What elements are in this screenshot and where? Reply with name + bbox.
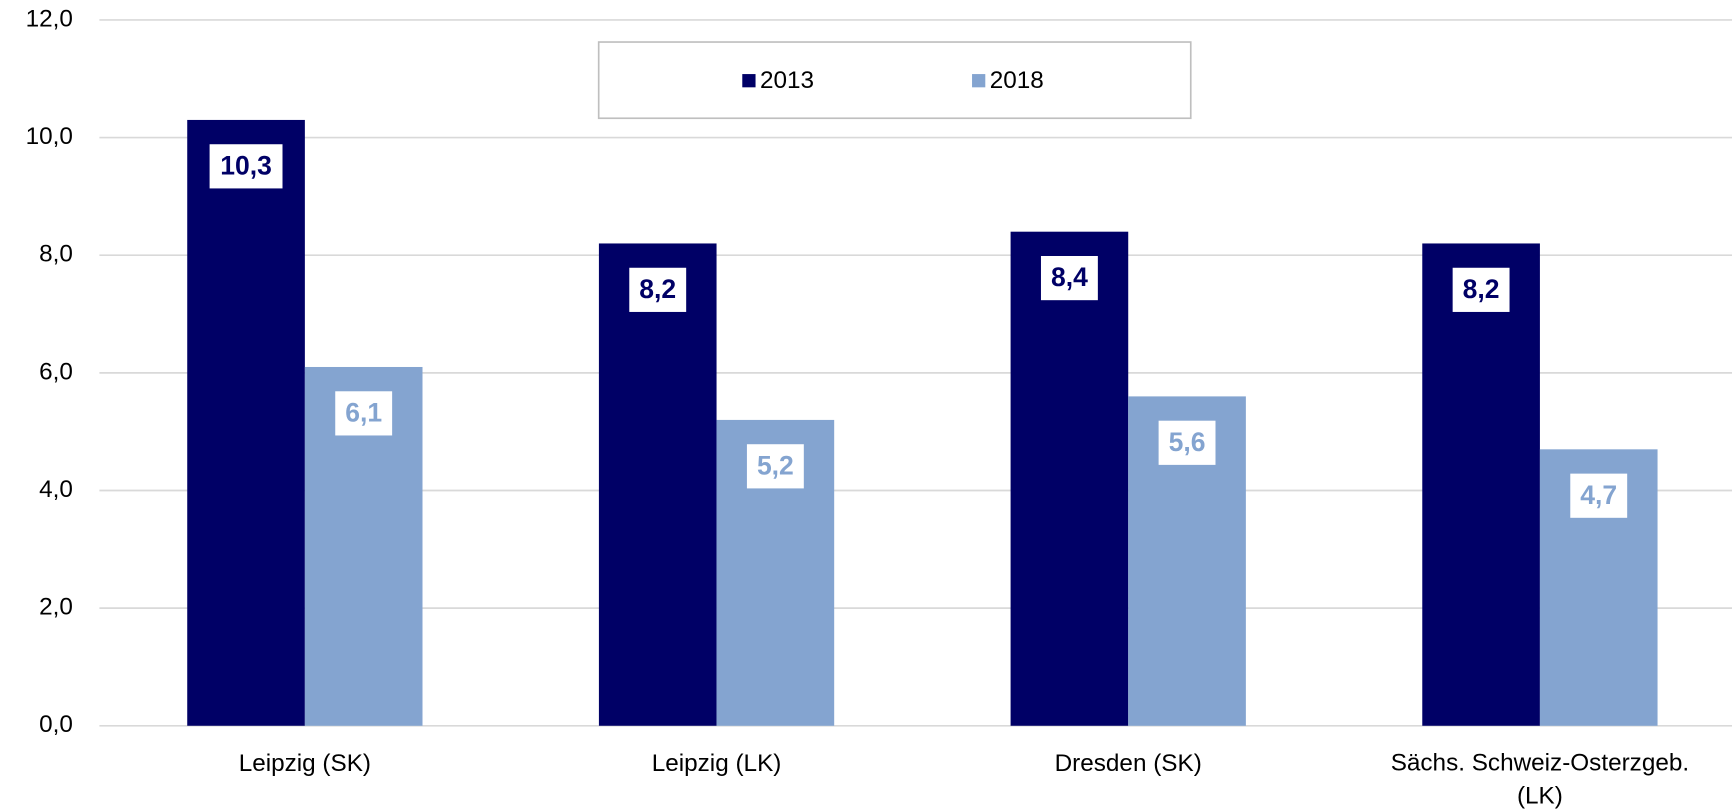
x-tick-label: Leipzig (SK) bbox=[239, 750, 371, 777]
value-label: 6,1 bbox=[345, 397, 382, 427]
x-tick-label: Leipzig (LK) bbox=[652, 750, 782, 777]
y-tick-label: 0,0 bbox=[39, 711, 73, 738]
x-tick-label: Dresden (SK) bbox=[1055, 750, 1202, 777]
y-tick-label: 6,0 bbox=[39, 358, 73, 385]
legend-swatch bbox=[742, 74, 756, 88]
value-label: 10,3 bbox=[220, 150, 272, 180]
bar bbox=[1422, 243, 1540, 726]
legend-swatch bbox=[972, 74, 986, 88]
value-label: 5,2 bbox=[757, 450, 794, 480]
value-label: 5,6 bbox=[1169, 427, 1206, 457]
value-label-box bbox=[335, 391, 393, 436]
bar bbox=[598, 243, 717, 726]
x-tick-label-line: Sächs. Schweiz-Osterzgeb. bbox=[1391, 750, 1689, 777]
value-label-box bbox=[1570, 473, 1628, 518]
value-label-box bbox=[746, 444, 804, 489]
y-tick-label: 10,0 bbox=[26, 123, 73, 150]
legend-box bbox=[597, 41, 1192, 120]
y-tick-label: 4,0 bbox=[39, 476, 73, 503]
legend-label: 2018 bbox=[990, 67, 1044, 94]
x-tick-label: Sächs. Schweiz-Osterzgeb. (LK) bbox=[1391, 750, 1689, 810]
y-tick-label: 8,0 bbox=[39, 241, 73, 268]
value-label: 4,7 bbox=[1580, 480, 1617, 510]
value-label-box bbox=[209, 144, 283, 189]
y-tick-label: 2,0 bbox=[39, 594, 73, 621]
value-label-box bbox=[629, 267, 687, 312]
legend-label: 2013 bbox=[760, 67, 814, 94]
bar bbox=[187, 119, 305, 726]
value-label: 8,2 bbox=[639, 274, 676, 304]
value-label-box bbox=[1158, 420, 1216, 465]
value-label-box bbox=[1040, 255, 1098, 301]
bar bbox=[1010, 231, 1129, 726]
value-label: 8,4 bbox=[1051, 262, 1088, 292]
y-tick-label: 12,0 bbox=[26, 5, 73, 32]
value-label-box bbox=[1452, 267, 1510, 312]
value-label: 8,2 bbox=[1463, 274, 1500, 304]
x-tick-label-line: (LK) bbox=[1517, 783, 1563, 810]
